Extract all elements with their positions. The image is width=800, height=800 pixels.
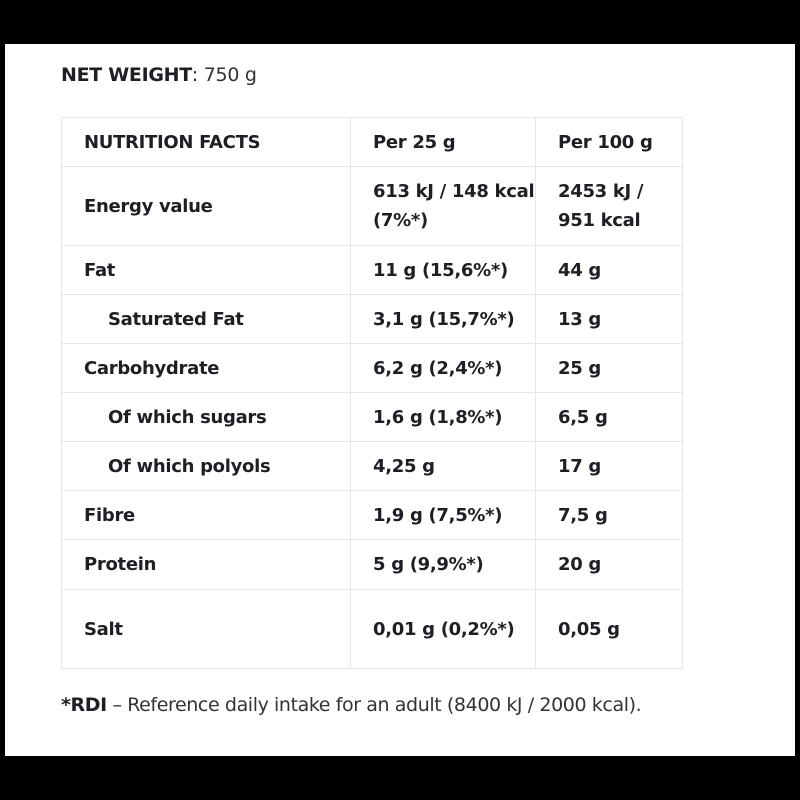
row-name: Fibre — [61, 490, 351, 540]
net-weight: NET WEIGHT: 750 g — [61, 64, 257, 86]
row-per-25g: 0,01 g (0,2%*) — [350, 589, 536, 669]
row-per-100g: 13 g — [535, 294, 683, 344]
row-per-25g: 6,2 g (2,4%*) — [350, 343, 536, 393]
row-per-100g: 20 g — [535, 539, 683, 590]
row-per-25g: 4,25 g — [350, 441, 536, 491]
table-header-row: NUTRITION FACTS Per 25 g Per 100 g — [61, 117, 683, 167]
row-per-100g: 25 g — [535, 343, 683, 393]
row-name: Energy value — [61, 166, 351, 246]
row-per-100g: 7,5 g — [535, 490, 683, 540]
table-row: Fat 11 g (15,6%*) 44 g — [61, 245, 683, 295]
nutrition-table: NUTRITION FACTS Per 25 g Per 100 g Energ… — [61, 117, 683, 669]
row-per-100g: 6,5 g — [535, 392, 683, 442]
table-row: Saturated Fat 3,1 g (15,7%*) 13 g — [61, 294, 683, 344]
row-per-100g: 2453 kJ / 951 kcal — [535, 166, 683, 246]
row-per-25g: 1,9 g (7,5%*) — [350, 490, 536, 540]
row-name: Saturated Fat — [61, 294, 351, 344]
row-per-25g: 613 kJ / 148 kcal (7%*) — [350, 166, 536, 246]
row-name: Carbohydrate — [61, 343, 351, 393]
table-row: Energy value 613 kJ / 148 kcal (7%*) 2453 … — [61, 166, 683, 246]
net-weight-value: 750 g — [198, 64, 257, 86]
row-per-25g: 3,1 g (15,7%*) — [350, 294, 536, 344]
table-row: Carbohydrate 6,2 g (2,4%*) 25 g — [61, 343, 683, 393]
row-per-25g: 1,6 g (1,8%*) — [350, 392, 536, 442]
row-per-25g: 11 g (15,6%*) — [350, 245, 536, 295]
row-per-25g: 5 g (9,9%*) — [350, 539, 536, 590]
table-row: Protein 5 g (9,9%*) 20 g — [61, 539, 683, 590]
rdi-footnote: *RDI – Reference daily intake for an adu… — [61, 694, 642, 716]
row-name: Of which sugars — [61, 392, 351, 442]
net-weight-label: NET WEIGHT — [61, 64, 192, 86]
row-per-100g: 17 g — [535, 441, 683, 491]
header-per-25g: Per 25 g — [350, 117, 536, 167]
rdi-text: – Reference daily intake for an adult (8… — [106, 694, 642, 716]
row-per-100g: 0,05 g — [535, 589, 683, 669]
row-name: Protein — [61, 539, 351, 590]
table-row: Of which polyols 4,25 g 17 g — [61, 441, 683, 491]
table-row: Fibre 1,9 g (7,5%*) 7,5 g — [61, 490, 683, 540]
table-row: Of which sugars 1,6 g (1,8%*) 6,5 g — [61, 392, 683, 442]
row-name: Of which polyols — [61, 441, 351, 491]
net-weight-separator: : — [191, 64, 199, 86]
header-nutrition-facts: NUTRITION FACTS — [61, 117, 351, 167]
nutrition-panel: NET WEIGHT: 750 g NUTRITION FACTS Per 25… — [5, 44, 795, 756]
table-row: Salt 0,01 g (0,2%*) 0,05 g — [61, 589, 683, 669]
row-per-100g: 44 g — [535, 245, 683, 295]
row-name: Fat — [61, 245, 351, 295]
header-per-100g: Per 100 g — [535, 117, 683, 167]
row-name: Salt — [61, 589, 351, 669]
rdi-term: *RDI — [61, 694, 107, 716]
